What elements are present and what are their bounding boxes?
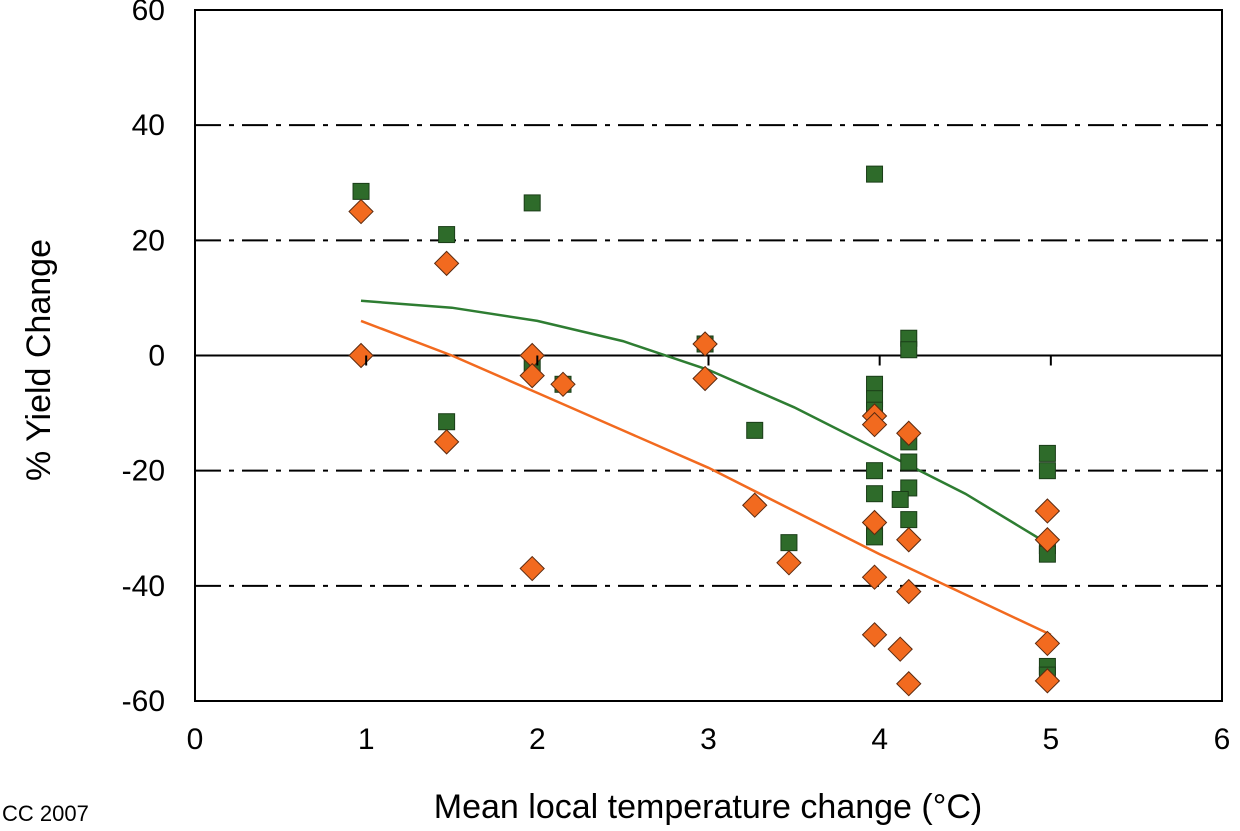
x-axis-ticks: 0 1 2 3 4 5 6: [187, 355, 1231, 756]
y-tick-label: -40: [122, 570, 165, 603]
square-point: [891, 490, 909, 508]
y-tick-label: 0: [148, 340, 165, 373]
y-tick-label: -20: [122, 455, 165, 488]
credit-text: CC 2007: [2, 801, 89, 826]
diamond-point: [348, 198, 374, 225]
x-tick-label: 3: [700, 723, 717, 756]
diamond-point: [692, 331, 718, 357]
diamond-point: [1034, 668, 1061, 694]
square-point: [523, 194, 541, 212]
diamond-point: [861, 411, 888, 438]
square-point: [866, 462, 884, 480]
diamond-point: [1034, 630, 1061, 657]
diamond-point: [519, 555, 545, 582]
diamond-point: [896, 671, 922, 697]
diamond-point: [1034, 527, 1061, 553]
x-tick-label: 0: [187, 723, 204, 756]
data-points: [348, 165, 1061, 697]
y-tick-label: -60: [122, 685, 165, 718]
diamond-point: [896, 420, 922, 446]
x-tick-label: 2: [529, 723, 546, 756]
square-point: [866, 375, 884, 393]
y-axis-title: % Yield Change: [20, 239, 58, 481]
diamond-point: [1034, 498, 1061, 524]
diamond-point: [692, 365, 718, 392]
x-tick-label: 5: [1042, 723, 1059, 756]
diamond-point: [348, 342, 374, 369]
diamond-point: [519, 362, 545, 389]
diamond-point: [433, 250, 460, 277]
x-axis-title: Mean local temperature change (°C): [434, 788, 982, 826]
x-tick-label: 1: [358, 723, 375, 756]
plot-frame: [194, 9, 1223, 702]
diamond-point: [887, 636, 913, 662]
y-axis-ticks: 60 40 20 0 -20 -40 -60: [122, 0, 165, 718]
square-point: [352, 182, 370, 200]
trend-line: [360, 319, 1052, 636]
square-point: [780, 534, 798, 552]
diamond-point: [433, 429, 460, 455]
diamond-point: [861, 509, 888, 536]
square-point: [900, 453, 918, 471]
diamond-point: [896, 527, 922, 553]
y-tick-label: 20: [132, 224, 165, 257]
square-point: [900, 341, 918, 359]
diamond-point: [776, 550, 802, 576]
diamond-point: [861, 564, 888, 590]
x-tick-label: 4: [871, 723, 888, 756]
square-point: [1038, 444, 1056, 462]
square-point: [438, 226, 456, 244]
x-tick-label: 6: [1214, 723, 1231, 756]
diamond-point: [861, 622, 888, 648]
square-point: [866, 485, 884, 503]
square-point: [900, 511, 918, 529]
y-tick-label: 60: [132, 0, 165, 27]
diamond-point: [742, 492, 768, 518]
y-tick-label: 40: [132, 109, 165, 142]
square-point: [1038, 462, 1056, 480]
square-point: [866, 165, 884, 183]
square-point: [438, 413, 456, 431]
diamond-point: [896, 578, 922, 605]
square-point: [746, 421, 764, 439]
diamond-point: [550, 371, 576, 397]
